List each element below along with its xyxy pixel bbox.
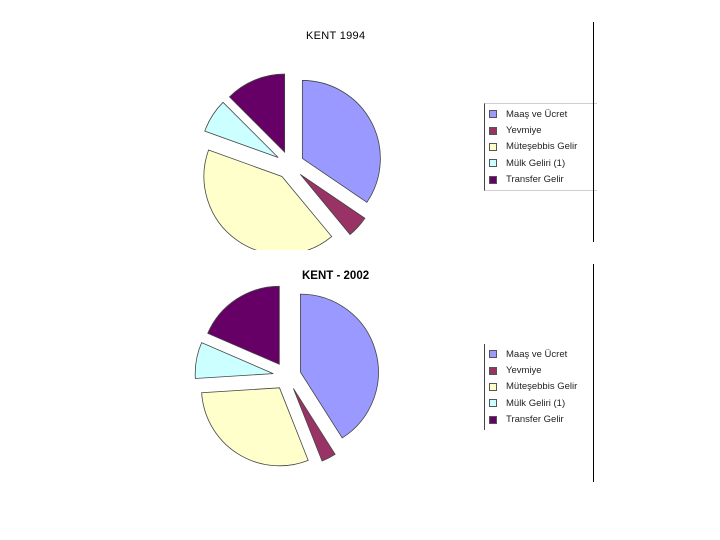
divider-line: [593, 22, 594, 242]
legend-label: Mülk Geliri (1): [506, 397, 566, 409]
legend-swatch: [489, 175, 497, 184]
legend-swatch: [489, 350, 497, 359]
chart-panel-2002: KENT - 2002 Maaş ve Ücret Yevmiye Müteşe…: [0, 258, 720, 488]
legend-swatch: [489, 126, 497, 135]
legend-item: Yevmiye: [489, 122, 593, 138]
pie-slice-1: [300, 293, 379, 439]
legend-swatch: [489, 382, 497, 391]
legend-label: Transfer Gelir: [506, 414, 564, 426]
pie-chart: [203, 73, 381, 250]
legend-item: Transfer Gelir: [489, 172, 593, 188]
pie-slice-2: [300, 174, 366, 236]
legend-item: Müteşebbis Gelir: [489, 379, 595, 395]
pie-slice-2: [292, 388, 336, 462]
legend-item: Maaş ve Ücret: [489, 106, 593, 122]
legend-label: Mülk Geliri (1): [506, 157, 566, 169]
pie-slice-5: [207, 285, 280, 365]
legend: Maaş ve Ücret Yevmiye Müteşebbis Gelir M…: [484, 344, 599, 430]
pie-slice-1: [301, 80, 381, 203]
pie-chart: [194, 285, 379, 467]
pie-slice-3: [201, 387, 309, 467]
legend-item: Mülk Geliri (1): [489, 395, 595, 411]
pie-slice-5: [228, 73, 286, 154]
legend-label: Yevmiye: [506, 125, 542, 137]
legend-item: Mülk Geliri (1): [489, 155, 593, 171]
legend-label: Maaş ve Ücret: [506, 348, 568, 360]
pie-slice-3: [203, 149, 333, 250]
pie-slice-4: [204, 101, 279, 158]
legend-swatch: [489, 110, 497, 119]
legend-label: Transfer Gelir: [506, 174, 564, 186]
legend-label: Maaş ve Ücret: [506, 108, 568, 120]
chart-panel-1994: KENT 1994 Maaş ve Ücret Yevmiye Müteşebb…: [0, 0, 720, 250]
legend-item: Yevmiye: [489, 362, 595, 378]
legend-label: Yevmiye: [506, 365, 542, 377]
legend-item: Müteşebbis Gelir: [489, 139, 593, 155]
chart-title: KENT - 2002: [302, 270, 370, 282]
legend-swatch: [489, 159, 497, 168]
legend-label: Müteşebbis Gelir: [506, 141, 578, 153]
legend-swatch: [489, 415, 497, 424]
legend-swatch: [489, 399, 497, 408]
legend-swatch: [489, 366, 497, 375]
legend-item: Transfer Gelir: [489, 412, 595, 428]
legend-item: Maaş ve Ücret: [489, 346, 595, 362]
legend-label: Müteşebbis Gelir: [506, 381, 578, 393]
divider-line: [593, 264, 594, 482]
legend-swatch: [489, 142, 497, 151]
pie-slice-4: [194, 342, 274, 379]
chart-title: KENT 1994: [306, 30, 366, 42]
legend: Maaş ve Ücret Yevmiye Müteşebbis Gelir M…: [484, 103, 597, 191]
